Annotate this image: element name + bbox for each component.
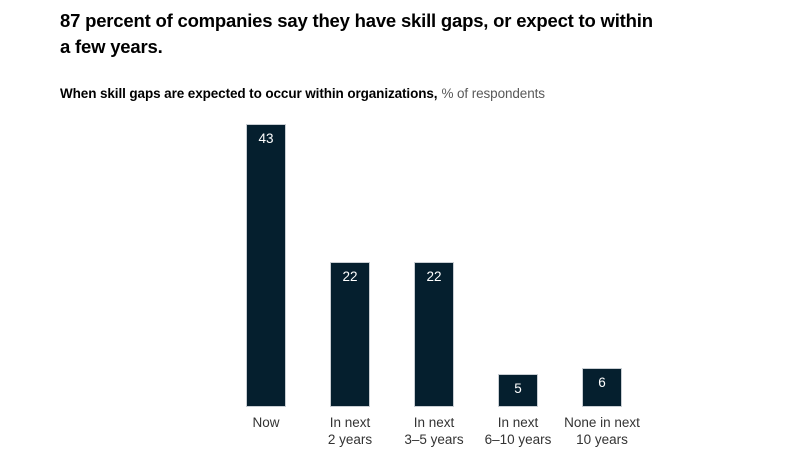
page-title-line-1: 87 percent of companies say they have sk… bbox=[60, 10, 653, 31]
bar-value-label: 6 bbox=[598, 375, 606, 390]
bar-1: 43 bbox=[246, 124, 286, 407]
chart-subtitle-unit: % of respondents bbox=[441, 86, 545, 101]
x-axis-label-line: In next bbox=[497, 415, 539, 430]
bar-5: 6 bbox=[582, 368, 622, 407]
page-title: 87 percent of companies say they have sk… bbox=[60, 8, 770, 60]
bar-value-label: 43 bbox=[258, 131, 274, 146]
x-axis-label-line: In next bbox=[329, 415, 371, 430]
x-axis-label-line: 6–10 years bbox=[484, 432, 552, 447]
bar-value-label: 22 bbox=[342, 269, 358, 284]
x-axis-label-line: None in next bbox=[564, 415, 640, 430]
bar-value-label: 5 bbox=[514, 381, 522, 396]
x-axis-label: None in next 10 years bbox=[537, 414, 667, 448]
chart-subtitle: When skill gaps are expected to occur wi… bbox=[60, 85, 780, 102]
x-axis-label: In next 3–5 years bbox=[369, 414, 499, 448]
x-axis-label: In next 2 years bbox=[285, 414, 415, 448]
bar-2: 22 bbox=[330, 262, 370, 407]
x-axis-label-line: Now bbox=[252, 415, 280, 430]
chart-subtitle-bold: When skill gaps are expected to occur wi… bbox=[60, 86, 438, 101]
x-axis-label: In next 6–10 years bbox=[453, 414, 583, 448]
bar-3: 22 bbox=[414, 262, 454, 407]
x-axis-label: Now bbox=[201, 414, 331, 431]
bar-4: 5 bbox=[498, 374, 538, 407]
x-axis-label-line: In next bbox=[413, 415, 455, 430]
x-axis-label-line: 2 years bbox=[327, 432, 373, 447]
x-axis-label-line: 10 years bbox=[576, 432, 628, 447]
x-axis-label-line: 3–5 years bbox=[404, 432, 464, 447]
page-title-line-2: a few years. bbox=[60, 36, 163, 57]
bar-value-label: 22 bbox=[426, 269, 442, 284]
